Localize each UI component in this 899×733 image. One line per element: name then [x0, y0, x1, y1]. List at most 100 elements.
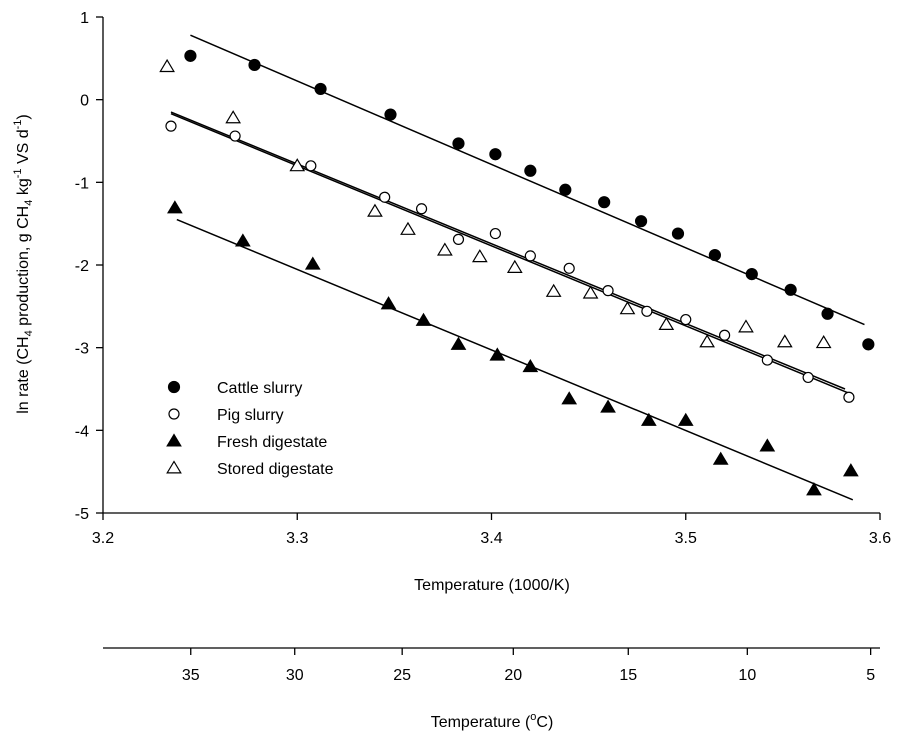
y-tick-label: 0: [80, 93, 89, 110]
celsius-tick-label: 15: [619, 667, 637, 684]
celsius-tick-label: 25: [393, 667, 411, 684]
data-point: [167, 200, 183, 214]
x-axis-label: Temperature (1000/K): [414, 577, 570, 594]
data-point: [600, 399, 616, 413]
y-axis-label-part: production, g CH: [15, 206, 32, 331]
data-point: [450, 336, 467, 350]
x-tick-label: 3.5: [675, 530, 697, 547]
data-point: [184, 49, 197, 62]
legend: Cattle slurry Pig slurry Fresh digestate St…: [166, 380, 334, 478]
data-point: [677, 412, 694, 426]
data-point: [759, 438, 776, 452]
fit-line: [170, 111, 846, 390]
celsius-axis-label-pre: Temperature (: [431, 714, 531, 731]
data-point: [806, 482, 822, 496]
data-point: [862, 338, 875, 351]
x-tick-label: 3.4: [480, 530, 502, 547]
data-point: [761, 354, 773, 366]
data-point: [640, 412, 657, 426]
y-axis-label-part: kg: [15, 178, 32, 199]
data-point: [400, 221, 416, 235]
data-point: [384, 108, 397, 121]
data-point: [437, 242, 453, 256]
data-point: [415, 203, 428, 215]
y-tick-label: -4: [75, 423, 89, 440]
data-point: [489, 148, 502, 161]
data-point: [159, 58, 175, 73]
data-point: [367, 203, 383, 217]
data-point: [699, 334, 715, 348]
y-tick-label: -5: [75, 506, 89, 523]
data-point: [776, 334, 793, 348]
data-point: [471, 249, 488, 263]
data-point: [248, 58, 261, 72]
data-point: [489, 347, 506, 361]
x-tick-label: 3.2: [92, 530, 114, 547]
y-axis-label-part: -1: [12, 169, 24, 179]
data-point: [545, 283, 562, 297]
data-point: [506, 259, 523, 273]
data-point: [235, 233, 251, 247]
data-point: [784, 283, 797, 296]
celsius-axis-label-sup: o: [530, 711, 536, 723]
y-axis-label-part: 4: [23, 200, 35, 206]
data-point: [641, 305, 653, 317]
celsius-axis-label-post: C): [536, 714, 553, 731]
data-point: [821, 307, 834, 320]
y-tick-label: -1: [75, 175, 89, 192]
legend-marker: [167, 380, 181, 394]
legend-marker: [168, 408, 180, 420]
x-tick-label: 3.3: [286, 530, 308, 547]
ticks: 3.2 3.3 3.4 3.5 3.610-1-2-3-4-535 30 25 20 15 10 5: [75, 10, 891, 684]
data-point: [745, 267, 758, 281]
data-point: [289, 158, 306, 172]
data-point: [305, 160, 317, 172]
data-point: [815, 335, 832, 349]
celsius-tick-label: 10: [738, 667, 756, 684]
data-point: [658, 316, 675, 330]
data-point: [524, 250, 536, 262]
data-point: [452, 137, 465, 150]
data-point: [718, 329, 731, 341]
data-point: [225, 110, 242, 124]
data-point: [561, 391, 578, 405]
celsius-tick-label: 20: [504, 667, 522, 684]
data-point: [634, 215, 648, 228]
data-point: [712, 451, 729, 465]
y-tick-label: 1: [80, 10, 89, 27]
data-point: [563, 262, 575, 274]
axes: [102, 17, 880, 649]
celsius-tick-label: 35: [182, 667, 200, 684]
y-tick-label: -2: [75, 258, 89, 275]
data-point: [680, 313, 692, 326]
fit-line: [190, 34, 865, 326]
y-tick-label: -3: [75, 341, 89, 358]
data-point: [582, 285, 599, 299]
data-point: [619, 301, 636, 315]
legend-label: Cattle slurry: [217, 380, 302, 397]
celsius-tick-label: 5: [866, 667, 875, 684]
data-point: [843, 391, 855, 403]
y-axis-label: ln rate (CH4 production, g CH4 kg-1 VS d…: [12, 114, 35, 414]
legend-label: Stored digestate: [217, 461, 334, 478]
y-axis-label-part: 4: [23, 330, 35, 336]
fit-line: [170, 113, 850, 394]
data-point: [598, 196, 611, 209]
data-points: [159, 49, 875, 496]
data-point: [602, 285, 614, 297]
data-point: [314, 82, 327, 96]
data-point: [165, 120, 177, 132]
data-point: [802, 371, 814, 384]
data-point: [843, 463, 859, 477]
data-point: [415, 312, 432, 326]
y-axis-label-part: -1: [12, 120, 24, 130]
data-point: [738, 319, 754, 333]
celsius-tick-label: 30: [286, 667, 304, 684]
data-point: [524, 164, 537, 177]
data-point: [489, 227, 501, 240]
legend-marker: [166, 433, 182, 447]
data-point: [708, 248, 721, 262]
data-point: [522, 359, 539, 373]
fit-line: [176, 218, 854, 501]
